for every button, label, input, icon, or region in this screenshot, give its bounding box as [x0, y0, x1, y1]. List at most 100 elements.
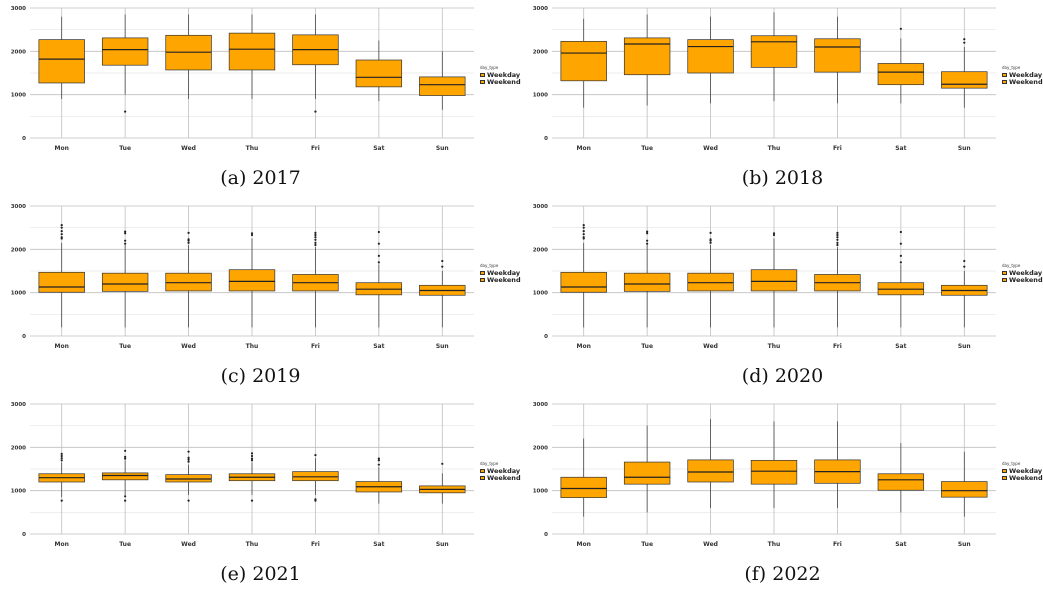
box-wed	[687, 16, 734, 104]
legend-title: day_type	[480, 65, 499, 70]
box-fri	[292, 454, 339, 502]
x-tick-label: Mon	[55, 343, 69, 350]
outlier-point	[836, 231, 839, 234]
legend-key	[1002, 475, 1007, 480]
x-tick-label: Fri	[311, 145, 320, 152]
chart-panel: 0 1000 2000 3000 Mon Tue Wed Thu Fri Sat Sun day_ty…	[0, 396, 521, 594]
outlier-point	[314, 231, 317, 234]
legend-label: Weekday	[1009, 70, 1043, 79]
x-tick-label: Wed	[703, 343, 718, 350]
outlier-point	[441, 265, 444, 268]
outlier-point	[709, 241, 712, 244]
box-body	[228, 32, 276, 71]
y-tick-label: 3000	[533, 6, 548, 12]
legend-key	[480, 277, 485, 282]
x-tick-label: Fri	[833, 343, 842, 350]
y-tick-label: 2000	[533, 247, 548, 253]
y-tick-label: 1000	[533, 93, 548, 99]
x-tick-label: Sat	[895, 541, 906, 548]
outlier-point	[314, 243, 317, 247]
x-tick-label: Mon	[55, 145, 69, 152]
box-mon	[38, 223, 85, 328]
legend-label: Weekday	[487, 466, 521, 475]
x-tick-label: Fri	[833, 541, 842, 548]
box-tue	[101, 230, 149, 328]
box-fri	[292, 231, 339, 328]
x-tick-label: Mon	[577, 541, 591, 548]
x-tick-label: Wed	[181, 145, 196, 152]
x-tick-label: Mon	[55, 541, 69, 548]
box-plot: 0 1000 2000 3000 Mon Tue Wed Thu Fri Sat Sun	[11, 402, 474, 548]
outlier-point	[124, 495, 127, 498]
legend-entry: Weekend	[1002, 474, 1043, 482]
outlier-point	[124, 449, 127, 452]
legend-label: Weekday	[1009, 466, 1043, 475]
legend-key	[480, 79, 485, 84]
box-sun	[419, 462, 466, 504]
legend-label: Weekday	[487, 268, 521, 277]
x-tick-label: Sun	[958, 343, 971, 350]
outlier-point	[60, 223, 63, 227]
box-wed	[165, 14, 212, 99]
subfigure-caption: (d) 2020	[741, 365, 824, 387]
legend: day_type Weekday Weekend	[480, 65, 521, 86]
x-tick-label: Tue	[641, 343, 653, 350]
y-tick-label: 3000	[11, 402, 26, 408]
outlier-point	[963, 38, 966, 41]
box-sun	[941, 451, 988, 517]
box-mon	[38, 452, 85, 502]
outlier-point	[60, 230, 63, 233]
outlier-point	[187, 499, 190, 502]
box-body	[419, 76, 466, 96]
outlier-point	[124, 457, 127, 460]
outlier-point	[60, 452, 63, 455]
legend-key	[1002, 270, 1007, 275]
box-mon	[560, 438, 607, 517]
box-body	[38, 39, 85, 84]
outlier-point	[836, 243, 839, 247]
box-sun	[419, 259, 466, 328]
outlier-point	[60, 457, 63, 460]
y-tick-label: 2000	[533, 445, 548, 451]
y-tick-label: 3000	[11, 204, 26, 210]
box-plot: 0 1000 2000 3000 Mon Tue Wed Thu Fri Sat Sun	[533, 6, 996, 152]
box-body	[228, 269, 276, 292]
chart-panel: 0 1000 2000 3000 Mon Tue Wed Thu Fri Sat Sun day_ty…	[522, 396, 1043, 594]
box-thu	[228, 232, 276, 328]
box-plot: 0 1000 2000 3000 Mon Tue Wed Thu Fri Sat Sun	[11, 6, 474, 152]
x-tick-label: Wed	[181, 541, 196, 548]
legend-key	[1002, 72, 1007, 77]
outlier-point	[582, 223, 585, 227]
box-sun	[941, 259, 988, 328]
legend-key	[480, 270, 485, 275]
box-fri	[814, 16, 861, 104]
box-tue	[623, 230, 671, 328]
y-tick-label: 0	[544, 334, 548, 340]
box-tue	[623, 425, 671, 513]
outlier-point	[250, 499, 254, 502]
outlier-point	[124, 242, 127, 245]
box-body	[165, 272, 212, 292]
x-tick-label: Mon	[577, 343, 591, 350]
y-tick-label: 0	[22, 334, 26, 340]
outlier-point	[377, 459, 380, 462]
outlier-point	[187, 238, 190, 241]
x-tick-label: Thu	[768, 343, 781, 350]
box-body	[101, 37, 149, 66]
x-tick-label: Sat	[373, 541, 384, 548]
y-tick-label: 0	[544, 532, 548, 538]
subfigure-caption: (c) 2019	[220, 365, 301, 387]
box-thu	[228, 452, 276, 502]
legend-title: day_type	[480, 263, 499, 268]
legend-key	[480, 475, 485, 480]
outlier-point	[899, 261, 902, 264]
legend-label: Weekend	[1009, 77, 1043, 86]
x-tick-label: Sun	[436, 541, 449, 548]
outlier-point	[836, 238, 839, 241]
x-tick-label: Sat	[895, 343, 906, 350]
y-tick-label: 3000	[11, 6, 26, 12]
outlier-point	[646, 230, 649, 233]
box-body	[38, 271, 85, 293]
y-tick-label: 3000	[533, 204, 548, 210]
box-mon	[560, 18, 607, 108]
